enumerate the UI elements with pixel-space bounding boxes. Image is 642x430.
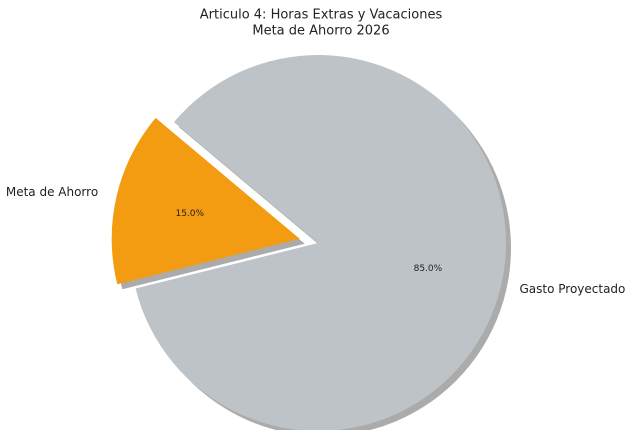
- pct-label: 85.0%: [414, 264, 443, 274]
- chart-subtitle: Meta de Ahorro 2026: [252, 24, 389, 39]
- category-label: Meta de Ahorro: [6, 185, 98, 199]
- chart-title: Articulo 4: Horas Extras y Vacaciones: [200, 8, 443, 23]
- category-label: Gasto Proyectado: [519, 282, 625, 296]
- slice: [111, 117, 300, 285]
- pct-label: 15.0%: [175, 209, 204, 219]
- slice: [135, 55, 506, 430]
